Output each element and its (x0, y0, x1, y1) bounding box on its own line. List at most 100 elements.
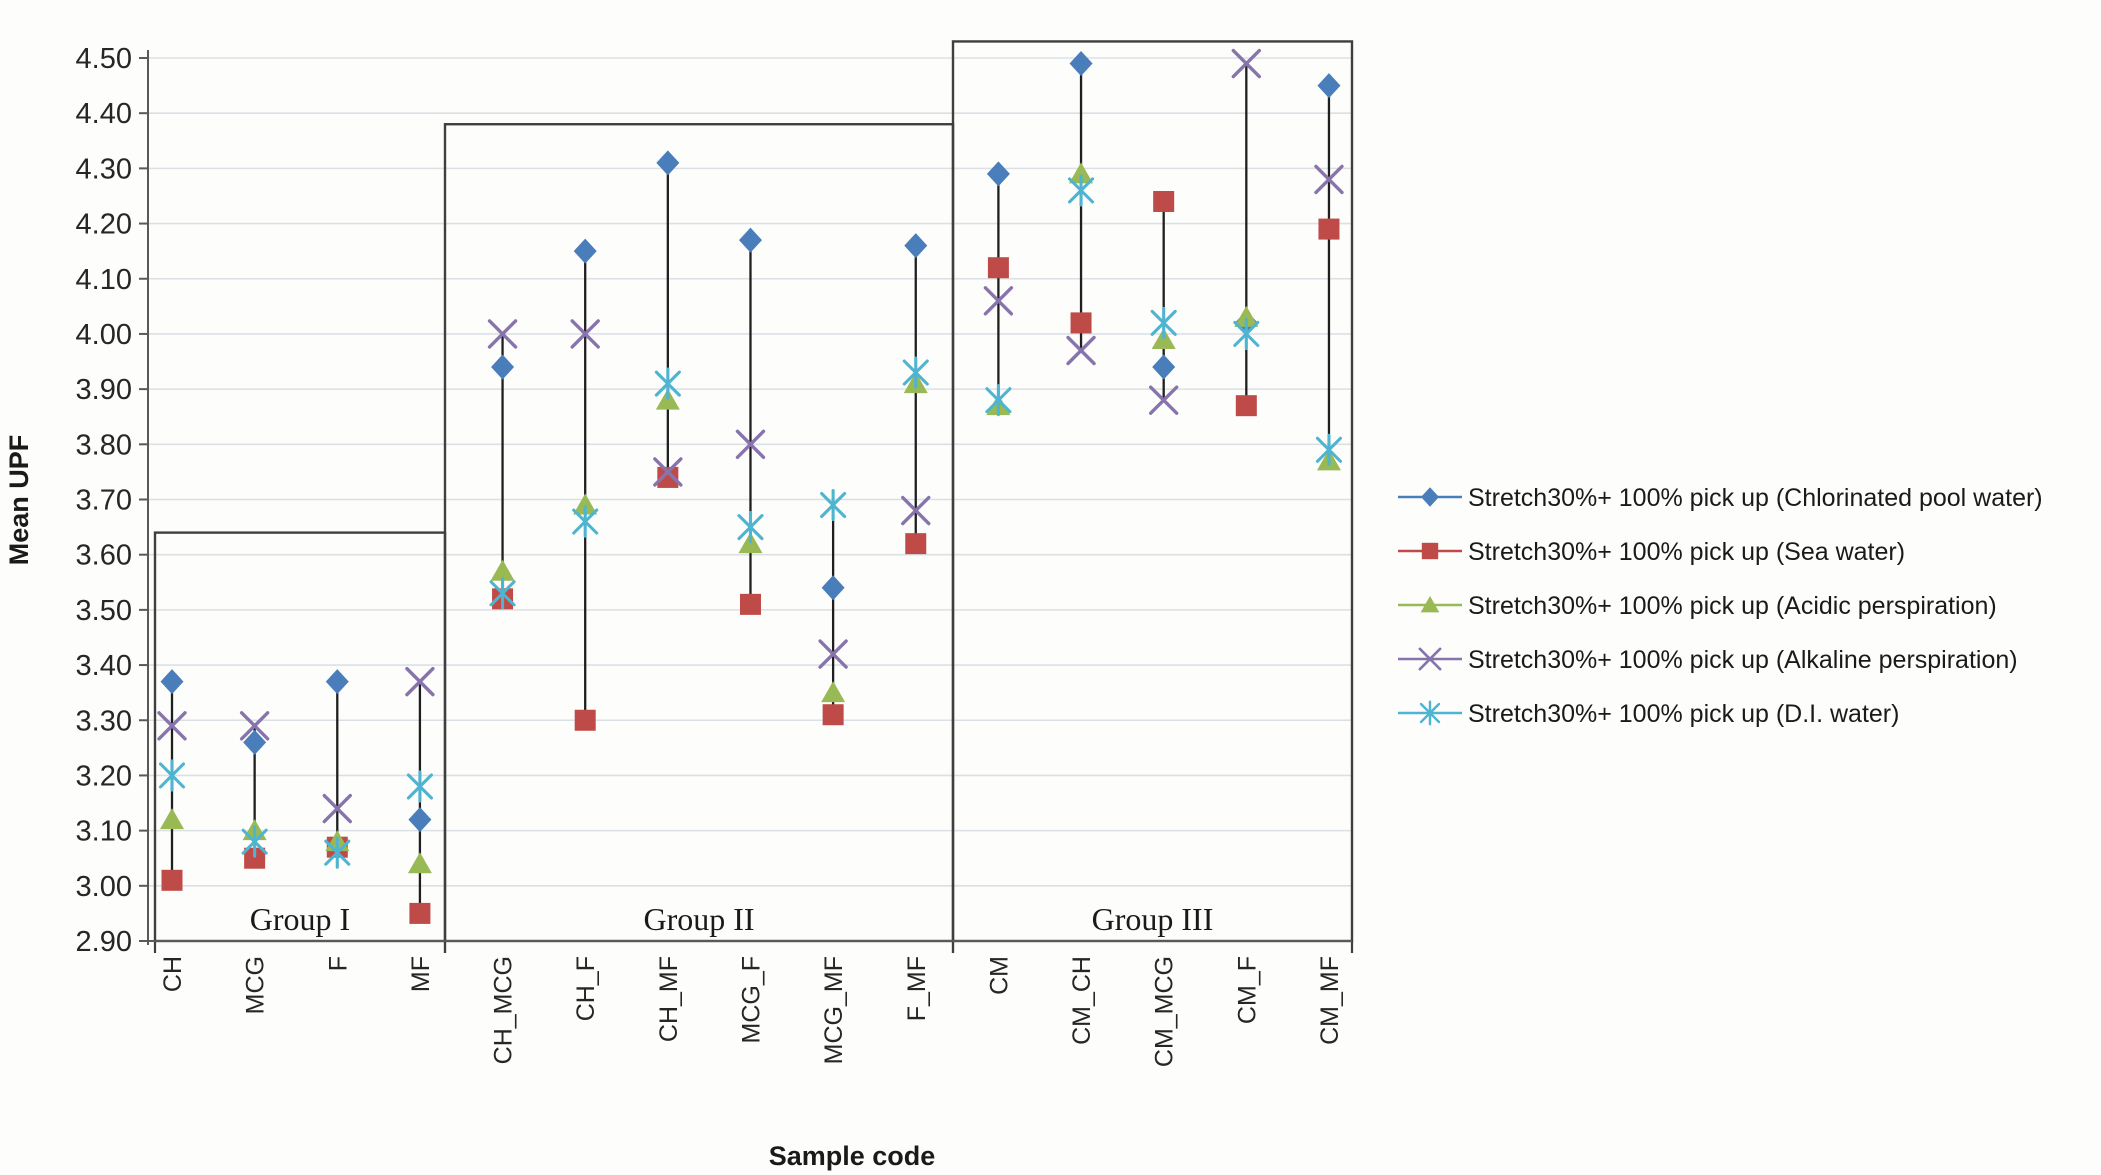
x-category-label: MCG_F (737, 956, 765, 1044)
y-tick-label: 3.10 (76, 816, 132, 848)
x-category-label: CH_F (572, 956, 600, 1021)
series-marker-square (822, 704, 844, 726)
y-tick-label: 3.30 (76, 705, 132, 737)
series-marker-asterisk (1315, 433, 1343, 466)
series-marker-square (1318, 218, 1340, 240)
y-tick-label: 4.10 (76, 264, 132, 296)
series-marker-square (657, 466, 679, 488)
series-marker-diamond (1069, 51, 1093, 77)
series-marker-x (818, 639, 848, 669)
series-marker-diamond (243, 729, 267, 755)
series-marker-asterisk (1419, 700, 1441, 726)
group-label: Group III (1092, 901, 1214, 937)
series-marker-diamond (1317, 73, 1341, 99)
y-tick-label: 4.50 (76, 43, 132, 75)
series-marker-asterisk (572, 505, 599, 538)
series-marker-diamond (656, 150, 680, 176)
series-marker-diamond (738, 227, 762, 253)
x-category-label: CH_MF (655, 956, 683, 1042)
series-marker-square (244, 847, 266, 869)
series-marker-asterisk (1233, 317, 1260, 350)
group-label: Group I (250, 901, 350, 937)
legend-label: Stretch30%+ 100% pick up (Chlorinated po… (1468, 484, 2043, 512)
series-marker-asterisk (1150, 306, 1177, 339)
series-marker-triangle (821, 681, 846, 703)
series-marker-square (1153, 190, 1175, 212)
series-marker-square (905, 533, 927, 555)
legend-label: Stretch30%+ 100% pick up (D.I. water) (1468, 700, 1899, 728)
y-tick-label: 4.30 (76, 153, 132, 185)
y-tick-label: 4.00 (76, 319, 132, 351)
y-axis-title: Mean UPF (4, 435, 34, 566)
series-marker-diamond (904, 233, 928, 259)
y-tick-label: 3.80 (76, 429, 132, 461)
series-marker-square (1235, 395, 1257, 417)
series-marker-x (239, 711, 270, 741)
x-category-label: F (324, 956, 352, 971)
series-marker-triangle (160, 808, 184, 830)
x-axis-title: Sample code (769, 1141, 936, 1171)
x-category-label: CM_MF (1316, 956, 1344, 1045)
series-marker-diamond (573, 238, 597, 264)
y-tick-label: 3.20 (76, 760, 132, 792)
series-marker-triangle (1234, 305, 1259, 327)
legend-label: Stretch30%+ 100% pick up (Sea water) (1468, 538, 1905, 566)
series-marker-square (987, 257, 1009, 279)
series-marker-square (1421, 542, 1439, 560)
x-category-label: CM_MCG (1151, 956, 1179, 1067)
series-marker-diamond (408, 807, 432, 833)
series-marker-square (739, 593, 761, 615)
series-marker-diamond (160, 669, 184, 695)
series-marker-x (901, 495, 931, 526)
series-marker-triangle (490, 559, 515, 581)
series-marker-asterisk (324, 836, 351, 869)
series-marker-diamond (491, 354, 515, 380)
series-marker-asterisk (985, 384, 1012, 417)
x-category-label: CM_F (1233, 956, 1261, 1024)
y-tick-label: 3.40 (76, 650, 132, 682)
y-tick-label: 3.00 (76, 871, 132, 903)
series-marker-triangle (573, 493, 598, 515)
y-tick-label: 3.90 (76, 374, 132, 406)
y-tick-label: 3.70 (76, 485, 132, 517)
series-marker-triangle (1069, 162, 1094, 184)
x-category-label: F_MF (903, 956, 931, 1021)
series-marker-square (409, 902, 431, 924)
series-marker-square (1070, 312, 1092, 334)
series-marker-asterisk (158, 759, 186, 792)
series-marker-x (1314, 164, 1344, 195)
y-tick-label: 3.60 (76, 540, 132, 572)
series-marker-asterisk (406, 770, 433, 803)
series-marker-asterisk (241, 825, 268, 858)
legend-label: Stretch30%+ 100% pick up (Acidic perspir… (1468, 592, 1997, 620)
y-tick-label: 4.20 (76, 209, 132, 241)
series-marker-diamond (821, 575, 845, 601)
x-category-label: MCG_MF (820, 956, 848, 1064)
x-category-label: CH (159, 956, 187, 992)
legend-label: Stretch30%+ 100% pick up (Alkaline persp… (1468, 646, 2018, 674)
series-marker-diamond (1421, 487, 1439, 507)
x-category-label: CH_MCG (490, 956, 518, 1064)
series-marker-triangle (407, 852, 432, 874)
series-marker-x (653, 457, 683, 487)
series-marker-x (487, 319, 518, 349)
x-category-label: MCG (242, 956, 270, 1014)
y-tick-label: 2.90 (76, 926, 132, 958)
y-tick-label: 4.40 (76, 98, 132, 130)
series-marker-square (161, 869, 183, 891)
series-marker-x (1418, 647, 1442, 671)
x-category-label: MF (407, 956, 435, 992)
series-marker-x (322, 793, 352, 824)
series-marker-diamond (325, 669, 349, 695)
series-marker-asterisk (1067, 174, 1095, 207)
x-category-label: CM_CH (1068, 956, 1096, 1045)
series-marker-square (574, 709, 596, 731)
series-marker-x (983, 286, 1014, 316)
series-marker-asterisk (820, 488, 847, 522)
series-marker-x (157, 711, 187, 741)
series-marker-diamond (986, 161, 1010, 187)
series-marker-diamond (1152, 354, 1176, 380)
series-marker-x (1231, 48, 1262, 79)
